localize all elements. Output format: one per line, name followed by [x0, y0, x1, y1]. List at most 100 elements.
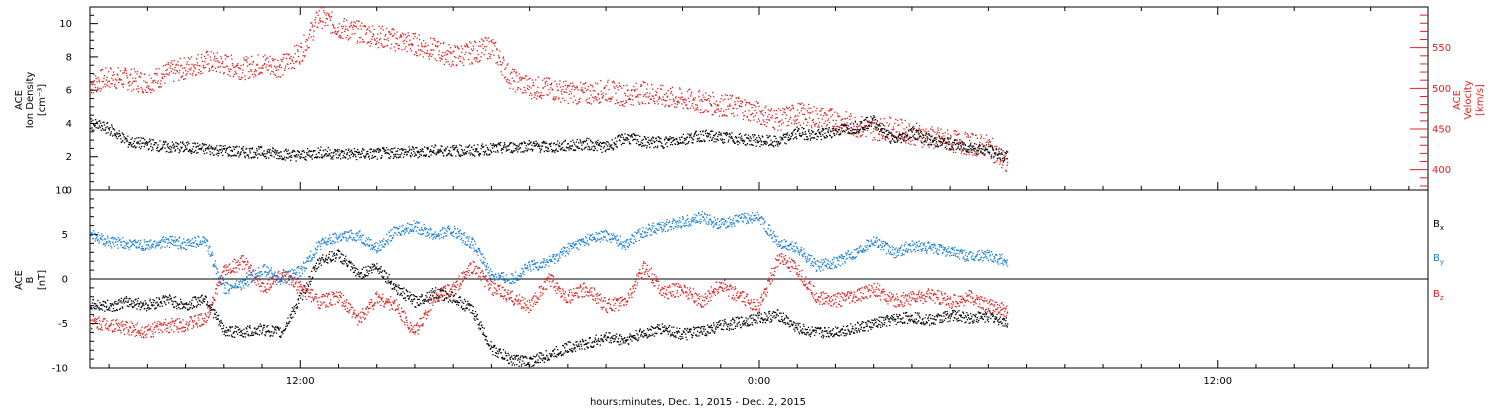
data-point: [226, 56, 228, 58]
data-point: [799, 132, 801, 135]
data-point: [241, 329, 243, 332]
data-point: [810, 107, 812, 110]
data-point: [394, 288, 396, 290]
data-point: [174, 149, 177, 151]
data-point: [422, 56, 424, 58]
data-point: [608, 143, 610, 145]
data-point: [130, 68, 133, 70]
data-point: [818, 128, 820, 131]
data-point: [394, 50, 396, 52]
data-point: [302, 51, 305, 53]
data-point: [418, 151, 420, 153]
data-point: [524, 142, 527, 144]
data-point: [631, 95, 634, 97]
data-point: [517, 87, 519, 89]
data-point: [679, 137, 681, 139]
data-point: [579, 81, 582, 83]
data-point: [416, 296, 418, 298]
data-point: [339, 155, 341, 157]
data-point: [422, 300, 424, 302]
data-point: [157, 144, 159, 146]
data-point: [326, 18, 328, 20]
data-point: [407, 44, 410, 46]
data-point: [958, 133, 960, 135]
data-point: [747, 102, 749, 104]
data-point: [446, 53, 449, 55]
data-point: [497, 64, 499, 66]
data-point: [884, 128, 886, 130]
data-point: [324, 261, 326, 263]
data-point: [286, 150, 288, 153]
data-point: [312, 276, 314, 279]
data-point: [711, 114, 713, 116]
data-point: [358, 273, 361, 275]
data-point: [138, 305, 140, 307]
data-point: [163, 73, 165, 75]
data-point: [576, 85, 578, 87]
data-point: [168, 147, 170, 149]
data-point: [913, 133, 916, 136]
data-point: [699, 111, 701, 114]
data-point: [634, 90, 636, 92]
data-point: [267, 325, 269, 327]
data-point: [258, 325, 260, 328]
data-point: [262, 65, 264, 67]
data-point: [787, 136, 789, 139]
data-point: [307, 47, 309, 49]
data-point: [966, 133, 968, 135]
data-point: [162, 65, 165, 67]
data-point: [117, 74, 119, 76]
data-point: [913, 137, 915, 139]
data-point: [540, 97, 543, 99]
data-point: [712, 91, 714, 94]
density-axis-label-line1: ACE: [14, 90, 25, 110]
data-point: [729, 94, 731, 97]
data-point: [384, 152, 386, 154]
data-point: [262, 324, 265, 326]
data-point: [99, 302, 101, 304]
data-point: [731, 94, 734, 97]
data-point: [556, 143, 558, 145]
data-point: [332, 24, 334, 26]
density-tick-label: 0: [66, 186, 72, 197]
data-point: [190, 304, 192, 306]
data-point: [311, 155, 313, 157]
data-point: [126, 77, 128, 79]
data-point: [279, 157, 281, 159]
data-point: [274, 74, 277, 76]
data-point: [125, 70, 127, 72]
data-point: [157, 304, 160, 306]
data-point: [976, 153, 978, 156]
data-point: [121, 84, 123, 86]
data-point: [810, 137, 812, 139]
data-point: [784, 112, 786, 114]
data-point: [440, 42, 442, 45]
data-point: [744, 99, 746, 101]
data-point: [404, 48, 406, 50]
data-point: [350, 153, 352, 156]
data-point: [90, 120, 93, 123]
data-point: [101, 304, 103, 306]
data-point: [646, 92, 648, 94]
data-point: [722, 141, 724, 143]
data-point: [113, 129, 116, 131]
data-point: [631, 88, 633, 91]
data-point: [175, 142, 177, 144]
data-point: [421, 44, 423, 46]
data-point: [349, 151, 351, 153]
data-point: [985, 141, 987, 143]
data-point: [149, 300, 151, 302]
data-point: [807, 130, 810, 132]
data-point: [854, 132, 856, 134]
data-point: [577, 147, 579, 150]
data-point: [273, 73, 275, 75]
data-point: [837, 115, 839, 117]
data-point: [659, 97, 661, 99]
data-point: [145, 91, 147, 93]
data-point: [561, 93, 563, 95]
data-point: [137, 302, 139, 305]
data-point: [870, 116, 872, 118]
data-point: [898, 124, 900, 126]
data-point: [163, 297, 166, 299]
data-point: [725, 132, 727, 134]
